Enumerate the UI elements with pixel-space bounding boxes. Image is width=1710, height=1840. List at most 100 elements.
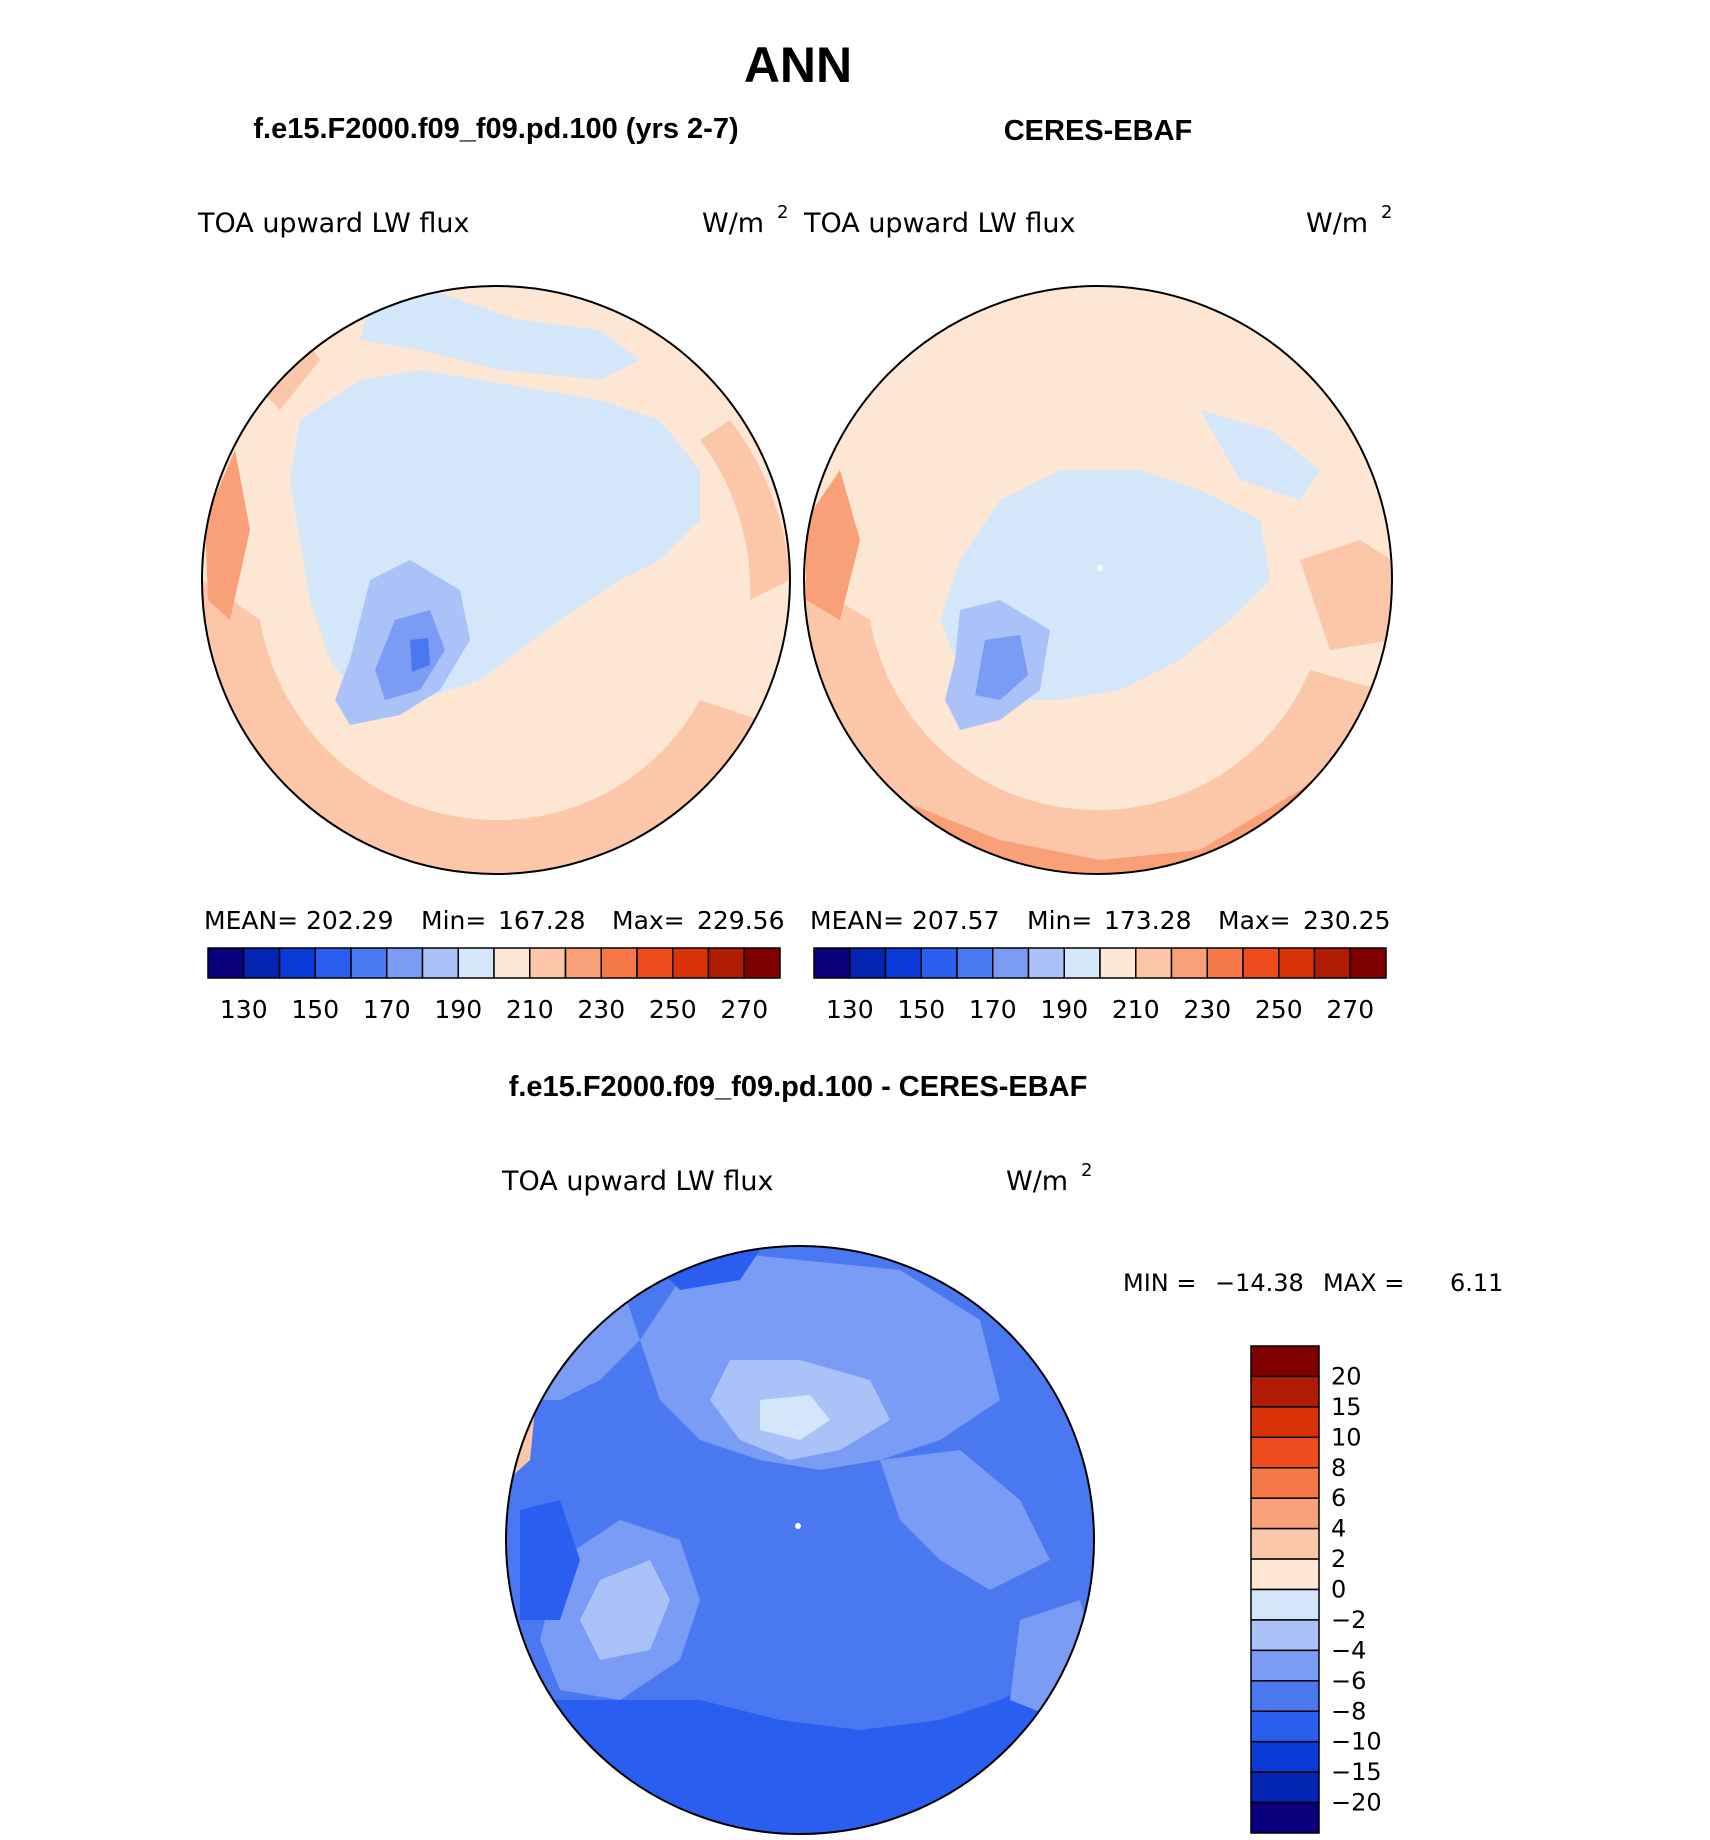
colorbar-swatch	[493, 947, 531, 979]
right-variable-label: TOA upward LW flux	[803, 208, 1076, 239]
colorbar-tick-label: −6	[1331, 1667, 1366, 1695]
colorbar-swatch	[1250, 1375, 1320, 1408]
colorbar-swatch	[1250, 1771, 1320, 1804]
colorbar-tick-label: 170	[363, 995, 411, 1024]
colorbar-swatch	[672, 947, 710, 979]
svg-text:6.11: 6.11	[1450, 1269, 1503, 1297]
left-stats: MEAN= 202.29 Min= 167.28 Max= 229.56	[204, 906, 784, 935]
colorbar-swatch	[1250, 1710, 1320, 1743]
colorbar-tick-label: 130	[220, 995, 268, 1024]
left-panel-title: f.e15.F2000.f09_f09.pd.100 (yrs 2-7)	[253, 113, 738, 145]
colorbar-swatch	[1250, 1527, 1320, 1560]
colorbar-swatch	[1349, 947, 1387, 979]
colorbar-swatch	[636, 947, 674, 979]
diff-minmax: MIN = −14.38 MAX = 6.11	[1123, 1269, 1503, 1297]
colorbar-swatch	[1027, 947, 1065, 979]
colorbar-swatch	[421, 947, 459, 979]
season-title: ANN	[744, 37, 852, 93]
colorbar-tick-label: 150	[291, 995, 339, 1024]
colorbar-swatch	[350, 947, 388, 979]
diff-map	[505, 1245, 1095, 1835]
svg-text:229.56: 229.56	[697, 906, 784, 935]
colorbar-swatch	[1250, 1345, 1320, 1378]
diff-panel-title: f.e15.F2000.f09_f09.pd.100 - CERES-EBAF	[509, 1071, 1088, 1103]
left-units-label: W/m	[702, 208, 764, 239]
colorbar-swatch	[386, 947, 424, 979]
svg-text:Min=: Min=	[421, 906, 486, 935]
colorbar-swatch	[743, 947, 781, 979]
svg-text:Max=: Max=	[1218, 906, 1291, 935]
diff-units-label: W/m	[1006, 1166, 1068, 1197]
left-colorbar	[207, 947, 781, 979]
colorbar-swatch	[707, 947, 745, 979]
colorbar-swatch	[849, 947, 887, 979]
colorbar-tick-label: 6	[1331, 1484, 1346, 1512]
colorbar-swatch	[1250, 1436, 1320, 1469]
colorbar-swatch	[1250, 1588, 1320, 1621]
colorbar-tick-label: 250	[649, 995, 697, 1024]
right-units-label: W/m	[1306, 208, 1368, 239]
colorbar-swatch	[956, 947, 994, 979]
colorbar-swatch	[1250, 1680, 1320, 1712]
colorbar-tick-label: 20	[1331, 1362, 1362, 1390]
colorbar-swatch	[529, 947, 567, 979]
svg-text:Max=: Max=	[612, 906, 685, 935]
colorbar-swatch	[1250, 1649, 1320, 1682]
colorbar-swatch	[1250, 1740, 1320, 1773]
colorbar-swatch	[1250, 1619, 1320, 1652]
right-colorbar	[813, 947, 1387, 979]
colorbar-tick-label: 230	[1183, 995, 1231, 1024]
colorbar-swatch	[207, 947, 245, 979]
colorbar-swatch	[1250, 1406, 1320, 1439]
colorbar-tick-label: −4	[1331, 1636, 1366, 1664]
colorbar-tick-label: 0	[1331, 1576, 1346, 1604]
colorbar-tick-label: −15	[1331, 1758, 1382, 1786]
colorbar-tick-label: 210	[506, 995, 554, 1024]
colorbar-swatch	[1250, 1497, 1320, 1530]
colorbar-tick-label: 250	[1255, 995, 1303, 1024]
colorbar-tick-label: 4	[1331, 1515, 1346, 1543]
left-units-superscript: 2	[777, 202, 788, 223]
left-colorbar-labels: 130 150 170 190 210 230 250 270	[220, 995, 768, 1024]
colorbar-swatch	[813, 947, 851, 979]
colorbar-swatch	[564, 947, 602, 979]
colorbar-tick-label: 270	[720, 995, 768, 1024]
colorbar-swatch	[1250, 1467, 1320, 1499]
colorbar-swatch	[243, 947, 281, 979]
colorbar-tick-label: 190	[434, 995, 482, 1024]
colorbar-swatch	[1242, 947, 1280, 979]
colorbar-tick-label: 2	[1331, 1545, 1346, 1573]
svg-text:230.25: 230.25	[1303, 906, 1390, 935]
colorbar-tick-label: 15	[1331, 1393, 1362, 1421]
diff-units-superscript: 2	[1081, 1160, 1092, 1181]
colorbar-tick-label: 270	[1326, 995, 1374, 1024]
diff-colorbar	[1250, 1345, 1320, 1834]
colorbar-tick-label: 130	[826, 995, 874, 1024]
colorbar-tick-label: 8	[1331, 1454, 1346, 1482]
colorbar-swatch	[1063, 947, 1101, 979]
colorbar-swatch	[920, 947, 958, 979]
svg-text:MEAN=: MEAN=	[810, 906, 904, 935]
svg-text:Min=: Min=	[1027, 906, 1092, 935]
svg-text:−14.38: −14.38	[1215, 1269, 1304, 1297]
svg-text:MIN =: MIN =	[1123, 1269, 1196, 1297]
right-units-superscript: 2	[1381, 202, 1392, 223]
colorbar-swatch	[884, 947, 922, 979]
colorbar-tick-label: 230	[577, 995, 625, 1024]
svg-text:MAX =: MAX =	[1323, 1269, 1404, 1297]
colorbar-tick-label: −8	[1331, 1697, 1366, 1725]
colorbar-swatch	[1135, 947, 1173, 979]
left-variable-label: TOA upward LW flux	[197, 208, 470, 239]
colorbar-tick-label: 10	[1331, 1423, 1362, 1451]
colorbar-swatch	[1278, 947, 1316, 979]
colorbar-swatch	[600, 947, 638, 979]
colorbar-swatch	[457, 947, 495, 979]
colorbar-swatch	[314, 947, 352, 979]
diff-variable-label: TOA upward LW flux	[501, 1166, 774, 1197]
right-panel-title: CERES-EBAF	[1004, 115, 1193, 147]
colorbar-swatch	[278, 947, 316, 979]
right-map	[803, 285, 1393, 875]
colorbar-tick-label: 190	[1040, 995, 1088, 1024]
